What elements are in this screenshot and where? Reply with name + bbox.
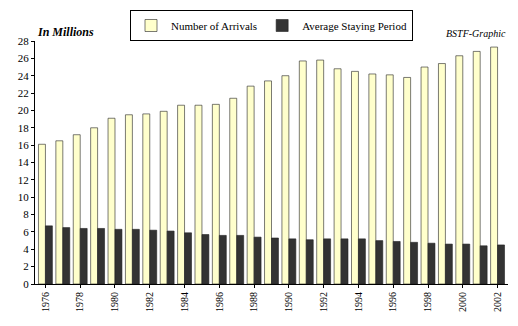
- svg-text:26: 26: [18, 52, 30, 64]
- svg-text:1984: 1984: [179, 292, 190, 312]
- svg-text:16: 16: [18, 139, 30, 151]
- svg-text:In Millions: In Millions: [37, 25, 94, 39]
- svg-text:1976: 1976: [40, 292, 51, 312]
- svg-text:1992: 1992: [318, 292, 329, 312]
- svg-text:18: 18: [18, 122, 30, 134]
- svg-text:BSTF-Graphic: BSTF-Graphic: [446, 28, 506, 39]
- svg-text:1994: 1994: [353, 292, 364, 312]
- svg-text:22: 22: [18, 87, 29, 99]
- svg-text:1990: 1990: [283, 292, 294, 312]
- svg-text:12: 12: [18, 174, 29, 186]
- svg-text:14: 14: [18, 156, 30, 168]
- svg-text:1988: 1988: [248, 292, 259, 312]
- svg-text:20: 20: [18, 104, 30, 116]
- svg-text:24: 24: [18, 70, 30, 82]
- svg-text:2002: 2002: [492, 292, 503, 312]
- svg-text:Average Staying Period: Average Staying Period: [302, 20, 407, 32]
- svg-text:8: 8: [23, 208, 29, 220]
- svg-text:1998: 1998: [422, 292, 433, 312]
- svg-text:1996: 1996: [387, 292, 398, 312]
- svg-text:10: 10: [18, 191, 30, 203]
- svg-text:1980: 1980: [109, 292, 120, 312]
- svg-text:0: 0: [23, 278, 29, 290]
- svg-text:1982: 1982: [144, 292, 155, 312]
- svg-text:2000: 2000: [457, 292, 468, 312]
- svg-text:6: 6: [23, 226, 29, 238]
- svg-text:Number of Arrivals: Number of Arrivals: [171, 20, 257, 32]
- svg-text:2: 2: [23, 260, 29, 272]
- svg-text:1978: 1978: [74, 292, 85, 312]
- svg-text:1986: 1986: [214, 292, 225, 312]
- svg-text:4: 4: [23, 243, 29, 255]
- svg-text:28: 28: [18, 35, 30, 47]
